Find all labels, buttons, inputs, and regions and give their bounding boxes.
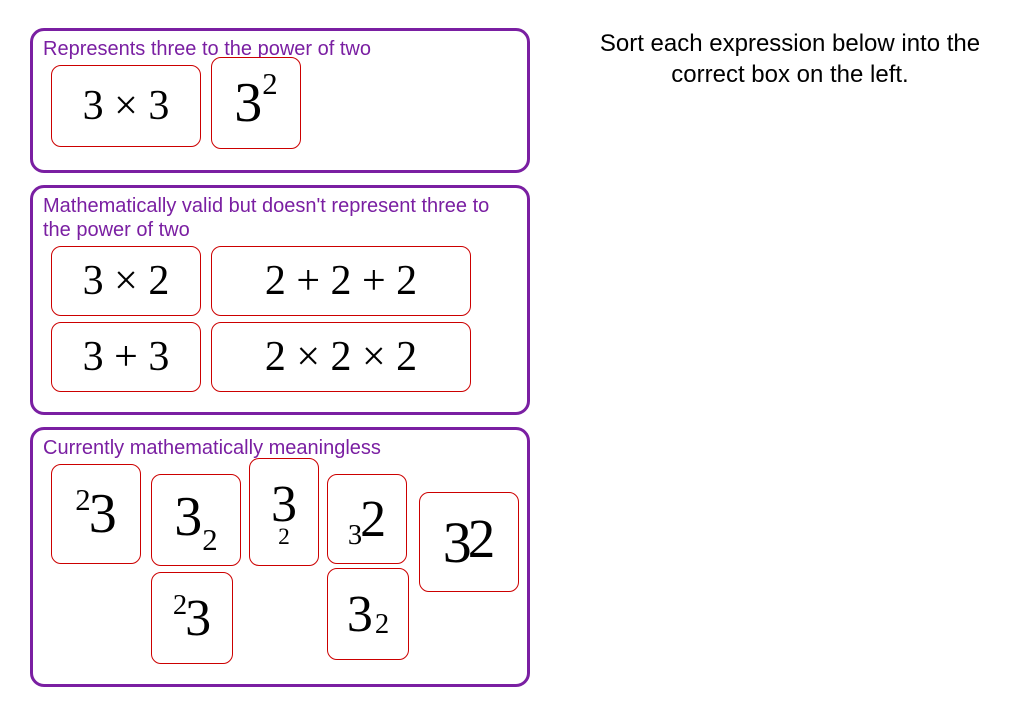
- tile-expr: 2 × 2 × 2: [265, 333, 417, 381]
- tile-expr: 2 + 2 + 2: [265, 257, 417, 305]
- tile-expr: 3 + 3: [83, 333, 170, 381]
- tiles-area: 3 × 3 32: [43, 65, 517, 170]
- tiles-area: 23 32 32 32 32 23 32: [43, 464, 517, 684]
- tile-expr: 3 × 3: [83, 82, 170, 130]
- tile-t-pre3-2[interactable]: 32: [327, 474, 407, 564]
- box-valid-not[interactable]: Mathematically valid but doesn't represe…: [30, 185, 530, 415]
- tile-expr: 32: [347, 585, 389, 644]
- tile-t-2x2x2[interactable]: 2 × 2 × 2: [211, 322, 471, 392]
- tile-expr: 32: [443, 509, 496, 576]
- box-label: Mathematically valid but doesn't represe…: [43, 194, 517, 242]
- box-label: Currently mathematically meaningless: [43, 436, 517, 460]
- tile-expr: 32: [174, 485, 217, 555]
- tile-expr: 32: [271, 475, 297, 549]
- tile-expr: 32: [234, 71, 277, 135]
- tile-t-presup2[interactable]: 23: [151, 572, 233, 664]
- tile-expr: 3 × 2: [83, 257, 170, 305]
- tile-t-3p3[interactable]: 3 + 3: [51, 322, 201, 392]
- tile-t-3x2[interactable]: 3 × 2: [51, 246, 201, 316]
- box-represents[interactable]: Represents three to the power of two3 × …: [30, 28, 530, 173]
- tile-t-2p2p2[interactable]: 2 + 2 + 2: [211, 246, 471, 316]
- tile-t-3x3[interactable]: 3 × 3: [51, 65, 201, 147]
- tile-expr: 23: [75, 482, 116, 546]
- stage: Sort each expression below into the corr…: [0, 0, 1024, 709]
- tile-t-3over2[interactable]: 32: [249, 458, 319, 566]
- instruction-text: Sort each expression below into the corr…: [560, 28, 1020, 90]
- tile-t-32-big[interactable]: 32: [419, 492, 519, 592]
- tile-expr: 23: [173, 589, 211, 648]
- tiles-area: 3 × 2 2 + 2 + 2 3 + 3 2 × 2 × 2: [43, 246, 517, 436]
- tile-t-3sup2[interactable]: 32: [211, 57, 301, 149]
- tile-t-3small2[interactable]: 32: [327, 568, 409, 660]
- box-meaningless[interactable]: Currently mathematically meaningless 23 32…: [30, 427, 530, 687]
- tile-expr: 32: [348, 490, 386, 549]
- tile-t-3sub2[interactable]: 32: [151, 474, 241, 566]
- tile-t-presup[interactable]: 23: [51, 464, 141, 564]
